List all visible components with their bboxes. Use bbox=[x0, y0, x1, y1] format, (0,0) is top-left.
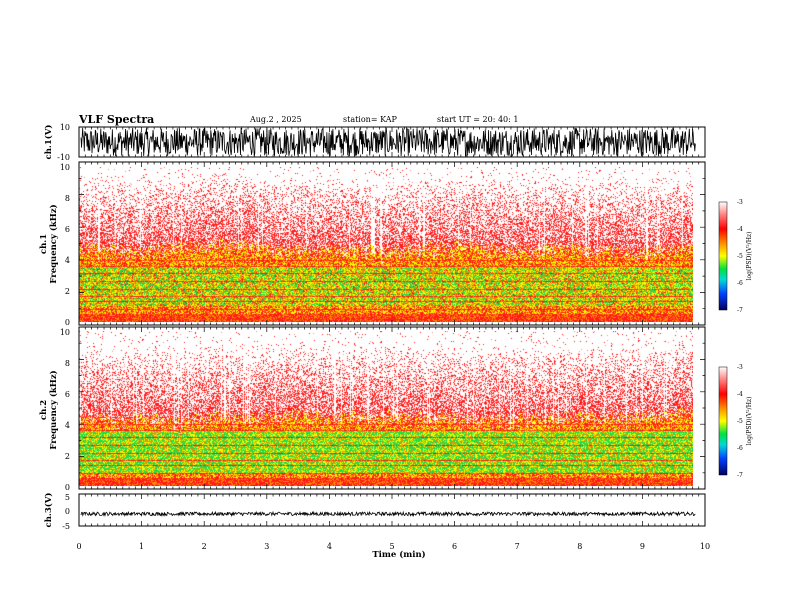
ch2-cb-tick: -6 bbox=[737, 445, 743, 452]
x-tick-label: 1 bbox=[139, 542, 144, 551]
ch2-ytick: 4 bbox=[65, 421, 70, 430]
x-tick-label: 7 bbox=[515, 542, 520, 551]
ch1-spectrogram-image bbox=[79, 167, 693, 322]
x-tick-label: 10 bbox=[700, 542, 710, 551]
ch2-spectrogram-panel: 0 2 4 6 8 10 ch.2 Frequency (kHz) bbox=[39, 326, 706, 492]
axis-tick-marks bbox=[78, 127, 706, 526]
x-tick-label: 8 bbox=[577, 542, 582, 551]
ch1-cb-tick: -7 bbox=[737, 307, 743, 314]
ch2-spectrogram-yticks: 0 2 4 6 8 10 bbox=[60, 328, 70, 492]
ch2-cb-tick: -4 bbox=[737, 391, 743, 398]
ch2-ytick: 0 bbox=[65, 483, 70, 492]
ch1-cb-tick: -3 bbox=[737, 199, 743, 206]
x-axis-label: Time (min) bbox=[372, 549, 425, 560]
ch2-spectrogram-image bbox=[79, 331, 693, 486]
ch3-waveform-panel: 5 0 -5 ch.3(V) bbox=[43, 493, 706, 531]
ch1-waveform-ylabel: ch.1(V) bbox=[43, 125, 54, 160]
ch1-spectrogram-yticks: 0 2 4 6 8 10 bbox=[60, 163, 70, 327]
ch1-ytick-bottom: -10 bbox=[57, 153, 70, 162]
ch1-waveform-panel: 10 -10 ch.1(V) bbox=[43, 123, 706, 162]
ch3-waveform-line bbox=[80, 510, 696, 518]
start-time-label: start UT = 20: 40: 1 bbox=[437, 115, 518, 124]
ch2-colorbar-gradient bbox=[718, 366, 728, 476]
ch2-cb-tick: -7 bbox=[737, 472, 743, 479]
ch1-ytick: 0 bbox=[65, 318, 70, 327]
ch2-cb-tick: -5 bbox=[737, 418, 743, 425]
ch1-waveform-line bbox=[80, 127, 696, 157]
ch2-cb-tick: -3 bbox=[737, 364, 743, 371]
ch2-spectrogram-ylabel-line2: Frequency (kHz) bbox=[48, 370, 59, 449]
figure-title: VLF Spectra bbox=[78, 113, 154, 126]
ch1-colorbar-gradient bbox=[718, 201, 728, 311]
ch2-ytick: 6 bbox=[65, 390, 70, 399]
ch1-cb-tick: -6 bbox=[737, 280, 743, 287]
ch1-ytick: 4 bbox=[65, 256, 70, 265]
ch1-cb-tick: -5 bbox=[737, 253, 743, 260]
ch1-spectrogram-ylabel-line1: ch.1 bbox=[39, 234, 49, 254]
x-tick-label: 9 bbox=[640, 542, 645, 551]
ch3-ytick-mid: 0 bbox=[65, 507, 70, 516]
x-tick-label: 6 bbox=[452, 542, 457, 551]
ch2-ytick: 10 bbox=[60, 328, 70, 337]
ch1-cb-tick: -4 bbox=[737, 226, 743, 233]
x-tick-label: 5 bbox=[389, 542, 394, 551]
date-label: Aug.2 , 2025 bbox=[249, 115, 302, 124]
ch1-colorbar: -3 -4 -5 -6 -7 log(PSD)(V²/Hz) bbox=[718, 199, 753, 314]
ch3-waveform-ylabel: ch.3(V) bbox=[43, 493, 54, 528]
x-tick-label: 2 bbox=[202, 542, 207, 551]
station-label: station= KAP bbox=[343, 115, 398, 124]
ch3-ytick-top: 5 bbox=[65, 493, 70, 502]
x-tick-label: 3 bbox=[264, 542, 269, 551]
ch1-ytick: 2 bbox=[65, 287, 70, 296]
ch2-colorbar: -3 -4 -5 -6 -7 log(PSD)(V²/Hz) bbox=[718, 364, 753, 479]
ch1-ytick-top: 10 bbox=[60, 123, 70, 132]
ch1-ytick: 8 bbox=[65, 194, 70, 203]
ch3-ytick-bottom: -5 bbox=[62, 522, 70, 531]
ch2-spectrogram-ylabel-line1: ch.2 bbox=[39, 400, 49, 420]
x-axis-tick-labels: 0 1 2 3 4 5 6 7 8 9 10 bbox=[76, 542, 710, 551]
ch1-spectrogram-panel: 0 2 4 6 8 10 ch.1 Frequency (kHz) bbox=[39, 161, 706, 327]
ch1-ytick: 10 bbox=[60, 163, 70, 172]
ch1-colorbar-label: log(PSD)(V²/Hz) bbox=[746, 232, 753, 281]
x-tick-label: 4 bbox=[327, 542, 332, 551]
ch1-spectrogram-ylabel-line2: Frequency (kHz) bbox=[48, 204, 59, 283]
tick-marks bbox=[78, 127, 706, 526]
ch1-ytick: 6 bbox=[65, 225, 70, 234]
ch2-colorbar-label: log(PSD)(V²/Hz) bbox=[746, 397, 753, 446]
ch2-ytick: 2 bbox=[65, 452, 70, 461]
x-tick-label: 0 bbox=[76, 542, 81, 551]
ch2-ytick: 8 bbox=[65, 359, 70, 368]
